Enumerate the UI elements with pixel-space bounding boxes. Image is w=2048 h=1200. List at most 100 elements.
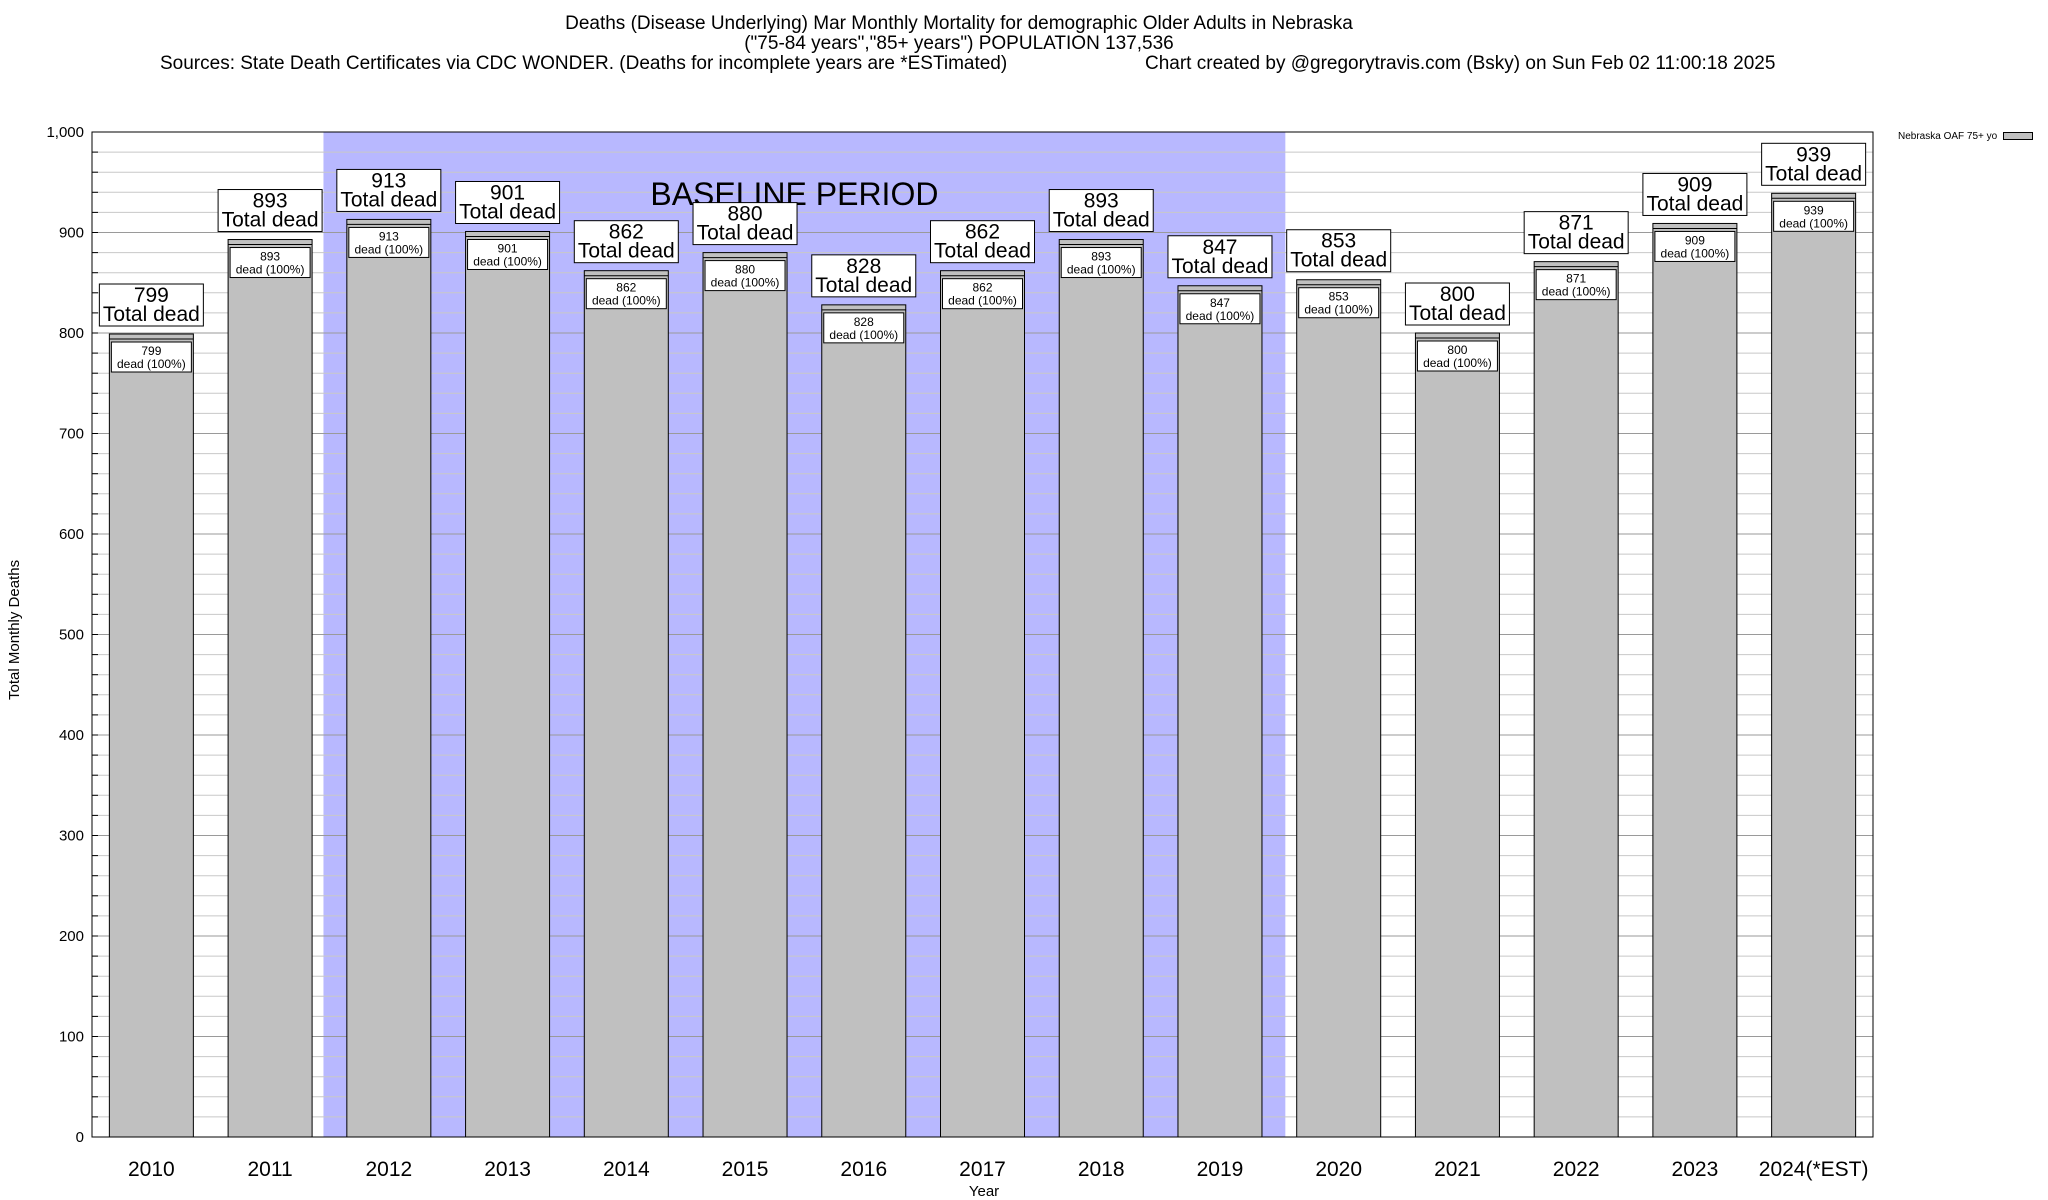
inner-value-label: 939	[1804, 203, 1824, 217]
bar-value-label: 799	[134, 284, 169, 307]
inner-value-label: 913	[379, 229, 399, 243]
inner-percent-label: dead (100%)	[236, 263, 305, 277]
bar	[1533, 261, 1619, 1138]
inner-label-box	[585, 278, 667, 310]
outer-label-box	[1761, 142, 1867, 186]
bar	[108, 333, 194, 1138]
bar-value-label: 862	[609, 221, 644, 244]
bar	[346, 218, 432, 1138]
y-tick-label: 600	[59, 526, 84, 543]
chart-credit: Chart created by @gregorytravis.com (Bsk…	[1145, 53, 1776, 74]
inner-percent-label: dead (100%)	[1779, 216, 1848, 230]
inner-percent-label: dead (100%)	[711, 276, 780, 290]
outer-label-box	[1642, 172, 1748, 216]
outer-label-box	[1523, 211, 1629, 255]
outer-label-box	[1286, 229, 1392, 273]
bar-total-label: Total dead	[103, 303, 200, 326]
inner-label-box	[942, 278, 1023, 310]
bar-total-label: Total dead	[1765, 162, 1862, 185]
x-tick-label: 2023	[1672, 1158, 1719, 1181]
bar	[1177, 285, 1263, 1138]
x-tick-label: 2011	[248, 1158, 293, 1181]
outer-label-box	[336, 168, 442, 212]
chart-subtitle: ("75-84 years","85+ years") POPULATION 1…	[744, 33, 1174, 54]
inner-value-label: 893	[1091, 250, 1111, 264]
x-tick-label: 2012	[365, 1158, 412, 1181]
y-tick-label: 200	[59, 928, 84, 945]
inner-label-box	[467, 238, 549, 270]
bar	[821, 304, 907, 1138]
bar-total-label: Total dead	[1409, 302, 1506, 325]
inner-value-label: 880	[735, 263, 755, 277]
outer-label-box	[98, 283, 204, 327]
bar-value-label: 828	[846, 255, 881, 278]
bar-value-label: 893	[253, 190, 288, 213]
inner-label-box	[1298, 287, 1380, 319]
bar	[583, 270, 669, 1138]
bar	[1652, 222, 1738, 1138]
inner-value-label: 828	[854, 315, 874, 329]
y-tick-label: 900	[59, 225, 84, 242]
inner-value-label: 871	[1566, 272, 1586, 286]
bar-value-label: 893	[1084, 190, 1119, 213]
bar-value-label: 913	[371, 169, 406, 192]
bar-total-label: Total dead	[340, 188, 437, 211]
inner-value-label: 800	[1447, 343, 1467, 357]
outer-label-box	[217, 189, 323, 233]
bar	[1414, 332, 1500, 1138]
inner-label-box	[1060, 247, 1142, 279]
x-tick-label: 2018	[1078, 1158, 1125, 1181]
inner-label-box	[229, 247, 311, 279]
bar-value-label: 853	[1321, 230, 1356, 253]
bar-value-label: 909	[1677, 173, 1712, 196]
legend-label: Nebraska OAF 75+ yo	[1898, 131, 1998, 142]
bar	[1771, 192, 1857, 1138]
y-tick-label: 100	[59, 1029, 84, 1046]
x-axis-label: Year	[968, 1183, 1000, 1200]
inner-percent-label: dead (100%)	[1186, 309, 1255, 323]
x-tick-label: 2019	[1197, 1158, 1244, 1181]
inner-label-box	[1654, 230, 1736, 262]
bar-value-label: 901	[490, 181, 525, 204]
bar-total-label: Total dead	[578, 240, 675, 263]
bar	[227, 239, 313, 1138]
outer-label-box	[930, 220, 1035, 264]
x-tick-label: 2014	[603, 1158, 650, 1181]
y-tick-label: 400	[59, 727, 84, 744]
y-tick-label: 0	[76, 1129, 84, 1146]
bar-total-label: Total dead	[222, 209, 319, 232]
inner-percent-label: dead (100%)	[1423, 356, 1492, 370]
inner-percent-label: dead (100%)	[829, 328, 898, 342]
y-tick-label: 300	[59, 828, 84, 845]
x-tick-label: 2024(*EST)	[1759, 1158, 1869, 1181]
x-tick-label: 2013	[484, 1158, 531, 1181]
bar-value-label: 871	[1559, 212, 1594, 235]
inner-value-label: 847	[1210, 296, 1230, 310]
x-tick-label: 2020	[1315, 1158, 1362, 1181]
bar	[940, 270, 1025, 1138]
bar	[1058, 239, 1144, 1138]
legend: Nebraska OAF 75+ yo	[1898, 131, 2034, 142]
bar	[702, 252, 788, 1138]
inner-percent-label: dead (100%)	[1304, 303, 1373, 317]
outer-label-box	[1048, 189, 1154, 233]
chart-title: Deaths (Disease Underlying) Mar Monthly …	[565, 13, 1353, 34]
x-tick-label: 2016	[840, 1158, 887, 1181]
inner-value-label: 862	[972, 281, 992, 295]
y-axis-label: Total Monthly Deaths	[6, 559, 23, 700]
outer-label-box	[811, 254, 917, 298]
bar-total-label: Total dead	[934, 240, 1031, 263]
inner-label-box	[1773, 200, 1855, 232]
outer-label-box	[455, 180, 561, 224]
inner-percent-label: dead (100%)	[473, 254, 542, 268]
y-tick-label: 1,000	[46, 124, 84, 141]
inner-label-box	[704, 260, 786, 292]
inner-label-box	[110, 341, 192, 373]
inner-percent-label: dead (100%)	[1542, 285, 1611, 299]
bar	[1296, 279, 1382, 1138]
bar-total-label: Total dead	[697, 222, 794, 245]
inner-percent-label: dead (100%)	[117, 357, 186, 371]
bar-total-label: Total dead	[1290, 249, 1387, 272]
inner-percent-label: dead (100%)	[1067, 263, 1136, 277]
